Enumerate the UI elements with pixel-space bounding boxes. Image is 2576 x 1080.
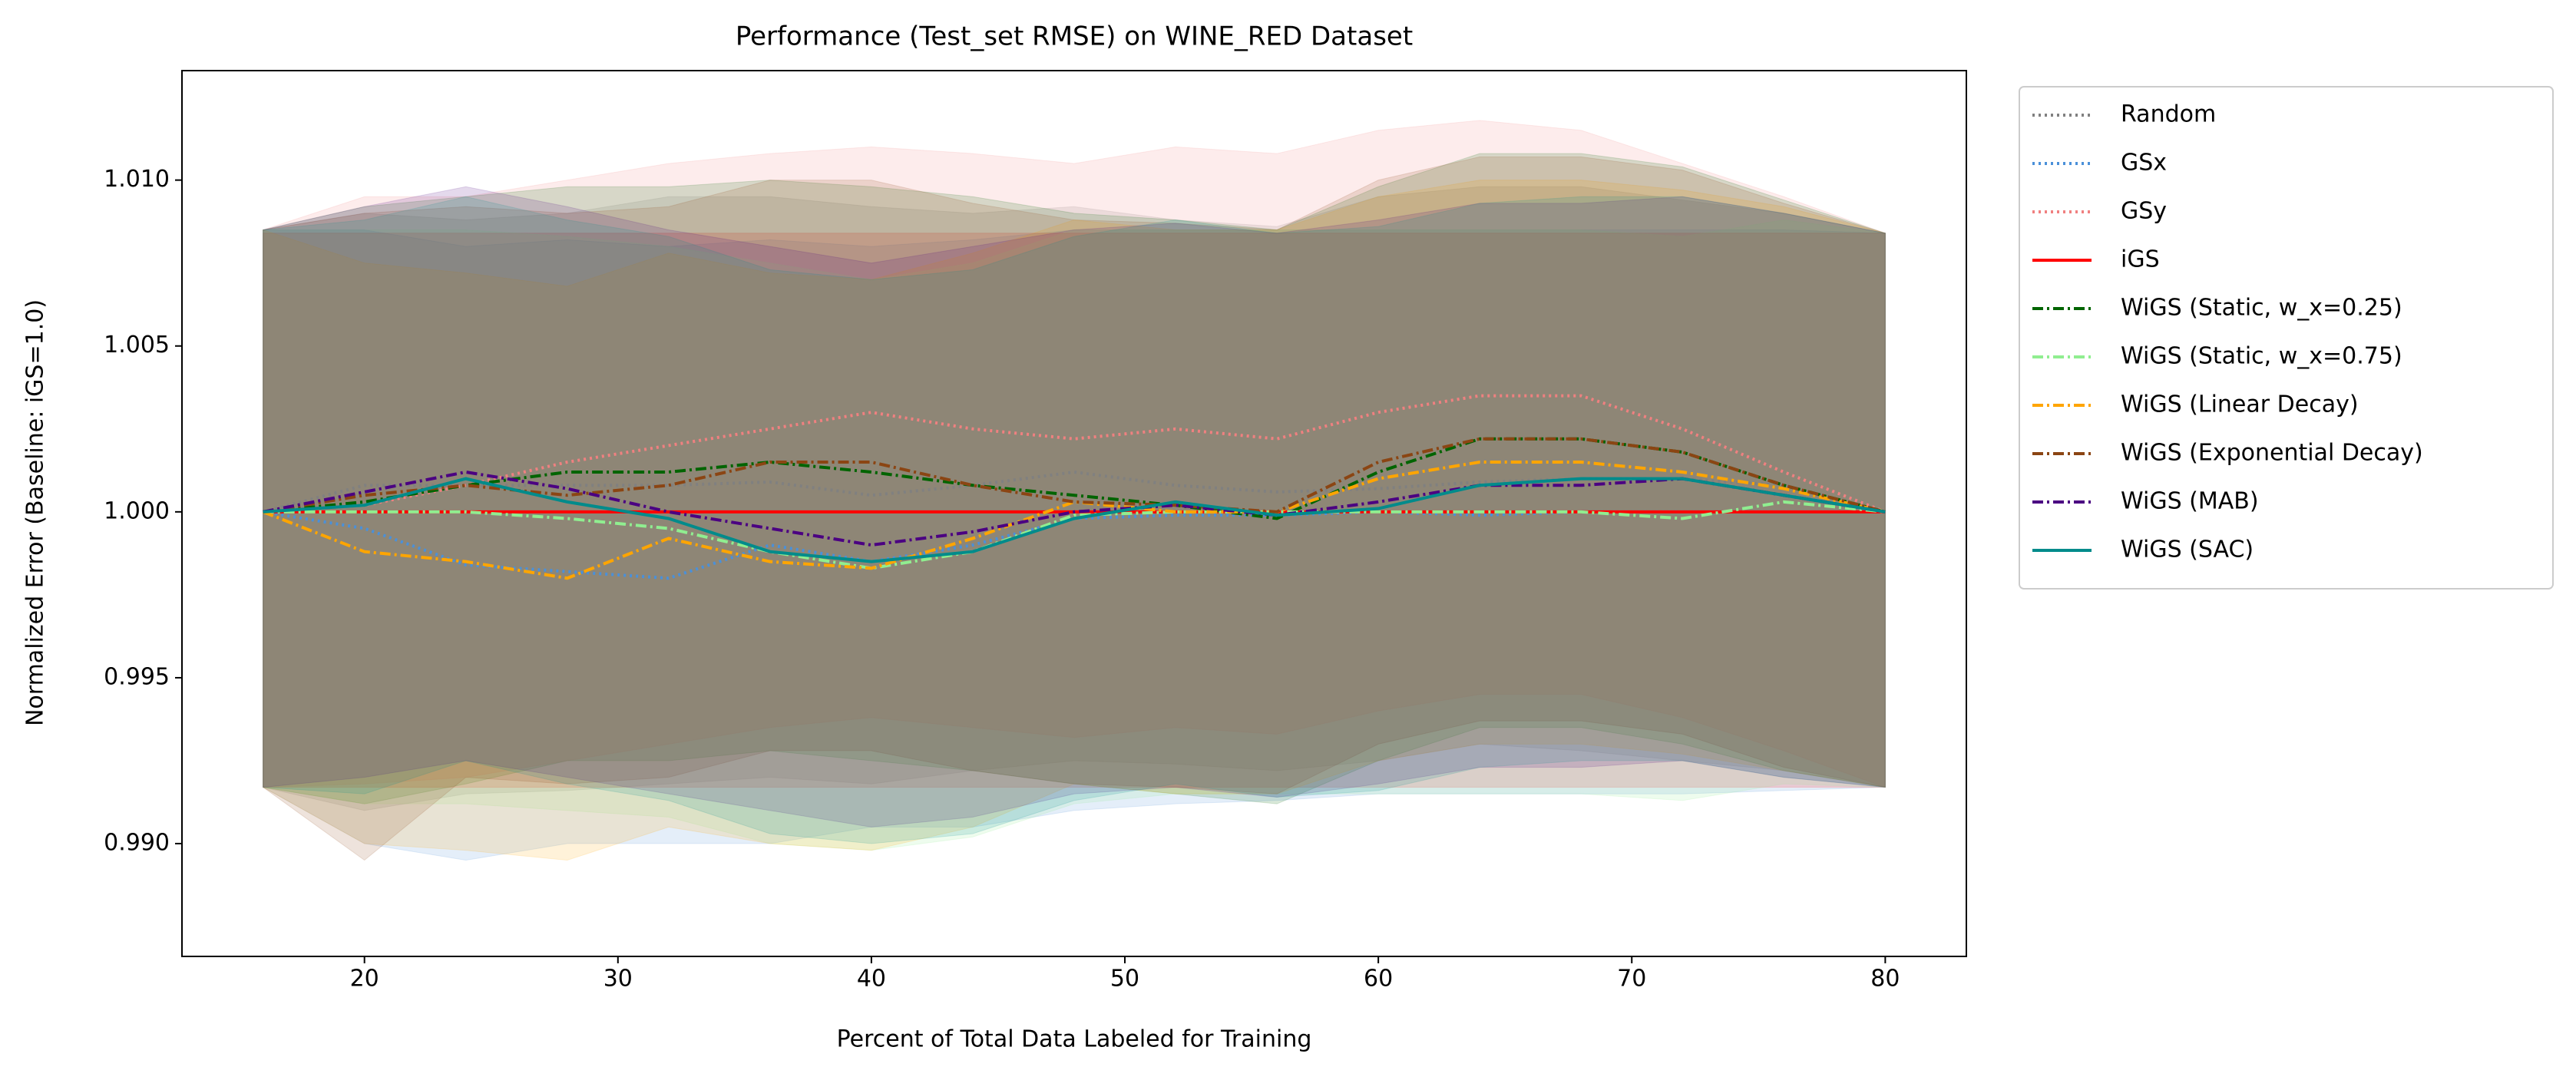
series-line (262, 461, 1886, 580)
series-line (263, 437, 1886, 514)
legend-label: iGS (2121, 246, 2160, 273)
confidence-band (263, 229, 1886, 861)
x-tick-label: 80 (1870, 966, 1900, 992)
confidence-band (263, 233, 1886, 788)
confidence-band (263, 196, 1886, 844)
legend-box (2019, 86, 2554, 590)
plot-frame (181, 70, 1967, 957)
legend-label: Random (2121, 101, 2216, 128)
x-tick-label: 40 (857, 966, 886, 992)
x-tick-label: 70 (1617, 966, 1646, 992)
y-tick-label: 0.995 (104, 663, 170, 690)
y-tick-label: 0.990 (104, 830, 170, 857)
legend-label: WiGS (Static, w_x=0.25) (2121, 295, 2402, 322)
confidence-band (263, 219, 1886, 851)
series-line (263, 470, 1886, 547)
y-tick-label: 1.005 (104, 332, 170, 358)
chart-title: Performance (Test_set RMSE) on WINE_RED … (736, 21, 1413, 52)
series-line (263, 394, 1887, 514)
legend-label: GSy (2121, 198, 2167, 225)
confidence-band (263, 156, 1886, 861)
confidence-band (263, 186, 1886, 827)
legend-label: WiGS (Static, w_x=0.75) (2121, 343, 2402, 370)
y-tick-label: 1.010 (104, 166, 170, 193)
bands (263, 120, 1886, 861)
confidence-band (263, 180, 1886, 861)
y-tick-label: 1.000 (104, 497, 170, 524)
x-tick-label: 30 (603, 966, 633, 992)
legend-label: WiGS (SAC) (2121, 537, 2254, 563)
legend-label: WiGS (MAB) (2121, 488, 2259, 515)
x-axis-label: Percent of Total Data Labeled for Traini… (837, 1026, 1312, 1053)
series-line (263, 500, 1886, 570)
confidence-band (263, 186, 1886, 811)
y-axis-label: Normalized Error (Baseline: iGS=1.0) (22, 299, 49, 726)
legend-label: WiGS (Linear Decay) (2121, 391, 2359, 418)
legend-label: WiGS (Exponential Decay) (2121, 440, 2423, 467)
x-tick-label: 60 (1364, 966, 1393, 992)
legend-label: GSx (2121, 150, 2167, 177)
series-line (263, 477, 1886, 563)
x-tick-label: 50 (1110, 966, 1139, 992)
x-tick-label: 20 (350, 966, 379, 992)
confidence-band (263, 120, 1886, 788)
confidence-band (263, 153, 1886, 804)
